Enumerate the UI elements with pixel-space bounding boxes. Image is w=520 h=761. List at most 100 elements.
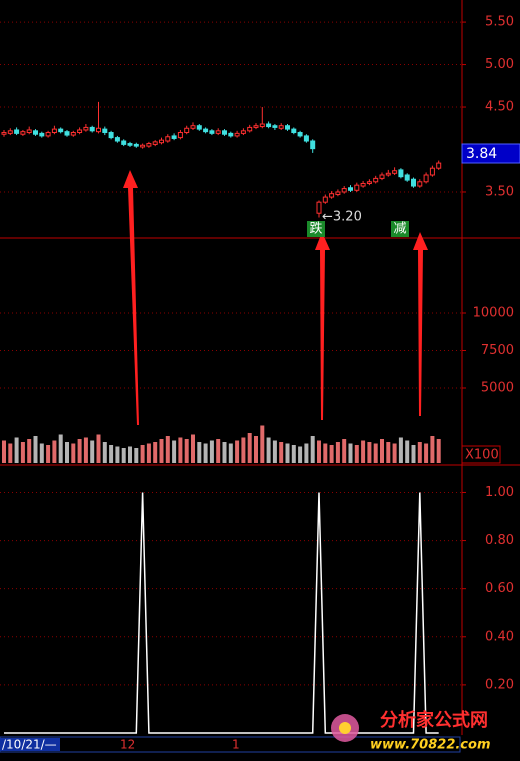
volume-bar xyxy=(128,446,132,463)
candle-body xyxy=(253,125,259,128)
y-tick-label: 7500 xyxy=(481,343,514,358)
candle-body xyxy=(83,126,89,131)
candle-body xyxy=(89,126,95,132)
frame xyxy=(0,0,520,735)
candle-body xyxy=(58,128,64,133)
candle-body xyxy=(184,127,190,134)
candle-body xyxy=(404,174,410,181)
volume-bar xyxy=(254,436,258,463)
candle-body xyxy=(64,131,70,136)
candle-body xyxy=(159,139,164,144)
volume-bar xyxy=(285,443,290,463)
volume-bar xyxy=(342,439,347,463)
candle-body xyxy=(379,174,385,179)
plot-area: 3.50 4.50 5.00 5.50 5000 7500 10000 0.20 0.40 0.6… xyxy=(0,15,514,734)
volume-bar xyxy=(58,434,63,463)
y-tick-label: 4.50 xyxy=(485,100,514,115)
volume-bar xyxy=(310,436,315,463)
candle-body xyxy=(222,130,227,135)
candle-body xyxy=(70,132,76,136)
volume-bar xyxy=(203,443,208,463)
y-tick-label: 10000 xyxy=(473,306,514,321)
volume-bar xyxy=(191,434,195,463)
date-label: /10/21/— xyxy=(2,738,57,752)
candle-body xyxy=(354,184,360,191)
last-price-box xyxy=(461,143,520,164)
volume-bar xyxy=(46,445,51,463)
candle-body xyxy=(152,141,158,145)
last-price: 3.84 xyxy=(466,146,497,162)
date-label: 12 xyxy=(120,738,135,752)
volume-bar xyxy=(323,443,328,463)
volume-bar xyxy=(373,443,378,463)
candle-body xyxy=(373,177,379,183)
volume-bar xyxy=(298,446,303,463)
date-label: 1 xyxy=(232,738,240,752)
volume-bar xyxy=(146,443,151,463)
unit-label: X100 xyxy=(465,448,499,463)
arrow xyxy=(315,232,330,420)
candle-body xyxy=(45,132,51,137)
volume-bar xyxy=(367,442,372,463)
candle-body xyxy=(348,187,353,191)
candle-body xyxy=(266,123,272,128)
candle-body xyxy=(385,172,391,176)
candle-body xyxy=(190,125,196,129)
volume-bar xyxy=(52,440,57,463)
volume-bar xyxy=(102,442,107,463)
candle-body xyxy=(102,128,108,134)
signal-label: 跌 xyxy=(309,221,322,237)
volume-bar xyxy=(121,448,126,463)
volume-bar xyxy=(436,439,441,463)
date-cursor xyxy=(0,738,60,751)
volume-bar xyxy=(140,445,145,463)
candle-body xyxy=(366,181,372,184)
volume-bar xyxy=(115,446,120,463)
volume-bar xyxy=(77,439,82,463)
y-tick-label: 5.50 xyxy=(485,15,514,30)
candle-body xyxy=(392,170,398,174)
volume-bar xyxy=(71,443,76,463)
arrow xyxy=(413,232,428,416)
volume-bar xyxy=(241,437,246,463)
candle-body xyxy=(77,129,83,134)
volume-bar xyxy=(386,442,391,463)
volume-bar xyxy=(317,440,321,463)
volume-bar xyxy=(65,442,69,463)
volume-bar xyxy=(159,439,164,463)
candle-body xyxy=(247,126,253,132)
candle-body xyxy=(360,182,366,187)
y-tick-label: 0.60 xyxy=(485,581,514,596)
candle-body xyxy=(215,130,221,134)
candle-body xyxy=(96,127,101,133)
candle-body xyxy=(1,132,7,135)
volume-bar xyxy=(405,440,410,463)
y-tick-label: 5.00 xyxy=(485,57,514,72)
volume-bar xyxy=(109,445,114,463)
volume-bar xyxy=(398,437,403,463)
candle-body xyxy=(272,125,278,128)
volume-bar xyxy=(172,440,177,463)
candle-body xyxy=(278,125,284,129)
candle-body xyxy=(411,178,416,187)
volume-bar xyxy=(197,442,202,463)
volume-bar xyxy=(348,443,353,463)
volume-bar xyxy=(392,443,397,463)
candle-body xyxy=(140,144,146,148)
volume-bar xyxy=(33,436,38,463)
volume-bar xyxy=(380,439,384,463)
volume-bar xyxy=(83,437,88,463)
candle-body xyxy=(335,191,341,196)
volume-bar xyxy=(272,440,277,463)
candle-body xyxy=(39,132,45,137)
volume-bar xyxy=(14,437,19,463)
candle-body xyxy=(436,162,442,169)
volume-bar xyxy=(260,425,265,463)
watermark: 分析家公式网 www.70822.com xyxy=(331,709,491,753)
watermark-url: www.70822.com xyxy=(370,738,491,753)
candle-body xyxy=(322,196,328,203)
candle-body xyxy=(177,132,183,139)
candle-body xyxy=(285,125,290,130)
